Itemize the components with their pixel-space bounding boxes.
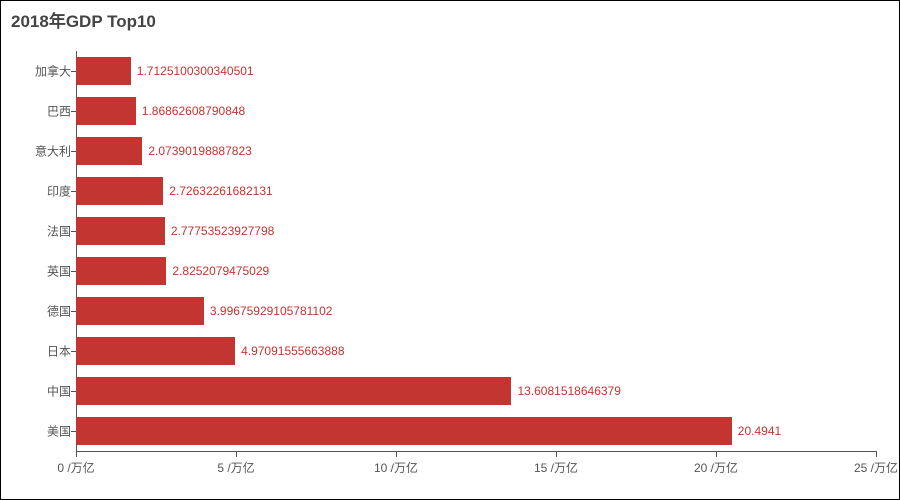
x-axis-label: 10 /万亿 <box>374 459 418 476</box>
y-axis-label: 巴西 <box>11 103 71 120</box>
bar <box>76 97 136 125</box>
bars-container: 加拿大1.7125100300340501巴西1.86862608790848意… <box>76 51 876 451</box>
x-axis-label: 5 /万亿 <box>217 459 254 476</box>
bar-value-label: 1.86862608790848 <box>142 104 245 118</box>
bar-row: 美国20.4941 <box>76 411 876 451</box>
bar <box>76 417 732 445</box>
x-axis-tick <box>876 451 877 457</box>
chart-title: 2018年GDP Top10 <box>11 7 156 32</box>
x-axis-label: 15 /万亿 <box>534 459 578 476</box>
bar <box>76 137 142 165</box>
bar-value-label: 2.8252079475029 <box>172 264 269 278</box>
y-axis-label: 加拿大 <box>11 63 71 80</box>
y-axis-label: 印度 <box>11 183 71 200</box>
x-axis-label: 20 /万亿 <box>694 459 738 476</box>
bar-row: 德国3.99675929105781102 <box>76 291 876 331</box>
bar-row: 巴西1.86862608790848 <box>76 91 876 131</box>
bar-value-label: 2.77753523927798 <box>171 224 274 238</box>
bar <box>76 257 166 285</box>
y-axis-label: 美国 <box>11 423 71 440</box>
chart-plot-area: 加拿大1.7125100300340501巴西1.86862608790848意… <box>76 51 876 451</box>
bar <box>76 337 235 365</box>
x-axis-label: 25 /万亿 <box>854 459 898 476</box>
x-axis-tick <box>716 451 717 457</box>
bar-value-label: 2.07390198887823 <box>148 144 251 158</box>
bar <box>76 297 204 325</box>
bar-row: 英国2.8252079475029 <box>76 251 876 291</box>
x-axis-tick <box>556 451 557 457</box>
bar-row: 日本4.97091555663888 <box>76 331 876 371</box>
y-axis-label: 德国 <box>11 303 71 320</box>
y-axis-label: 日本 <box>11 343 71 360</box>
y-axis-label: 英国 <box>11 263 71 280</box>
bar-value-label: 13.6081518646379 <box>517 384 620 398</box>
bar <box>76 177 163 205</box>
bar <box>76 217 165 245</box>
x-axis: 0 /万亿5 /万亿10 /万亿15 /万亿20 /万亿25 /万亿 <box>76 451 876 452</box>
x-axis-tick <box>396 451 397 457</box>
y-axis-label: 法国 <box>11 223 71 240</box>
bar <box>76 57 131 85</box>
bar-row: 意大利2.07390198887823 <box>76 131 876 171</box>
x-axis-tick <box>76 451 77 457</box>
bar-value-label: 1.7125100300340501 <box>137 64 254 78</box>
y-axis-label: 中国 <box>11 383 71 400</box>
bar-row: 印度2.72632261682131 <box>76 171 876 211</box>
bar-row: 法国2.77753523927798 <box>76 211 876 251</box>
x-axis-label: 0 /万亿 <box>57 459 94 476</box>
y-axis-label: 意大利 <box>11 143 71 160</box>
x-axis-tick <box>236 451 237 457</box>
bar-value-label: 4.97091555663888 <box>241 344 344 358</box>
bar-value-label: 2.72632261682131 <box>169 184 272 198</box>
bar-value-label: 20.4941 <box>738 424 781 438</box>
bar <box>76 377 511 405</box>
bar-value-label: 3.99675929105781102 <box>210 304 333 318</box>
bar-row: 加拿大1.7125100300340501 <box>76 51 876 91</box>
bar-row: 中国13.6081518646379 <box>76 371 876 411</box>
